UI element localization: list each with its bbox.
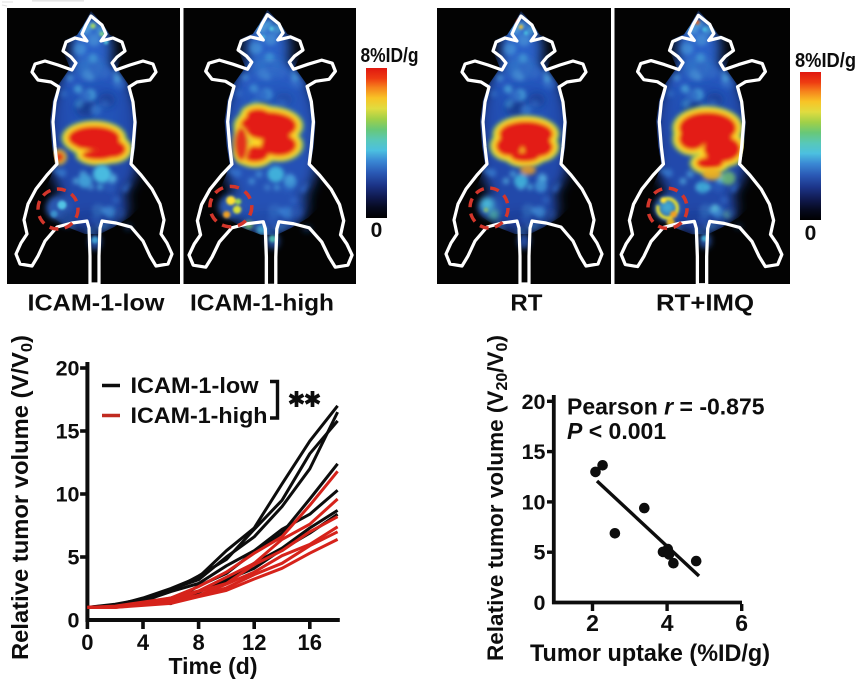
svg-text:P < 0.001: P < 0.001 — [567, 418, 666, 444]
svg-text:0: 0 — [534, 591, 546, 615]
svg-text:8: 8 — [192, 630, 204, 655]
svg-text:4: 4 — [661, 610, 674, 636]
svg-text:0: 0 — [371, 219, 383, 242]
svg-text:Tumor uptake (%ID/g): Tumor uptake (%ID/g) — [530, 640, 770, 667]
svg-text:Pearson r = -0.875: Pearson r = -0.875 — [567, 394, 765, 420]
svg-text:2: 2 — [586, 610, 599, 636]
svg-text:0: 0 — [805, 222, 817, 245]
svg-text:ICAM-1-low: ICAM-1-low — [28, 290, 165, 316]
svg-text:10: 10 — [56, 483, 80, 507]
svg-text:16: 16 — [298, 630, 322, 655]
svg-text:15: 15 — [56, 420, 80, 444]
svg-text:5: 5 — [68, 546, 80, 570]
svg-text:15: 15 — [522, 440, 546, 464]
svg-text:Relative tumor volume (V/V0): Relative tumor volume (V/V0) — [7, 335, 36, 660]
svg-text:ICAM-1-high: ICAM-1-high — [190, 290, 334, 316]
svg-text:20: 20 — [522, 390, 546, 414]
svg-text:8%ID/g: 8%ID/g — [795, 49, 856, 72]
svg-text:RT: RT — [510, 290, 542, 316]
svg-text:RT+IMQ: RT+IMQ — [656, 290, 754, 316]
svg-text:6: 6 — [735, 610, 748, 636]
svg-text:4: 4 — [137, 630, 150, 655]
svg-text:0: 0 — [81, 630, 93, 655]
svg-text:Time (d): Time (d) — [168, 653, 257, 679]
svg-text:8%ID/g: 8%ID/g — [361, 44, 419, 67]
svg-text:10: 10 — [522, 490, 546, 514]
svg-text:ICAM-1-low: ICAM-1-low — [131, 373, 260, 398]
svg-text:0: 0 — [68, 609, 80, 633]
svg-text:12: 12 — [242, 630, 266, 655]
svg-text:5: 5 — [534, 541, 546, 565]
svg-text:ICAM-1-high: ICAM-1-high — [131, 403, 268, 428]
svg-text:20: 20 — [56, 357, 80, 381]
